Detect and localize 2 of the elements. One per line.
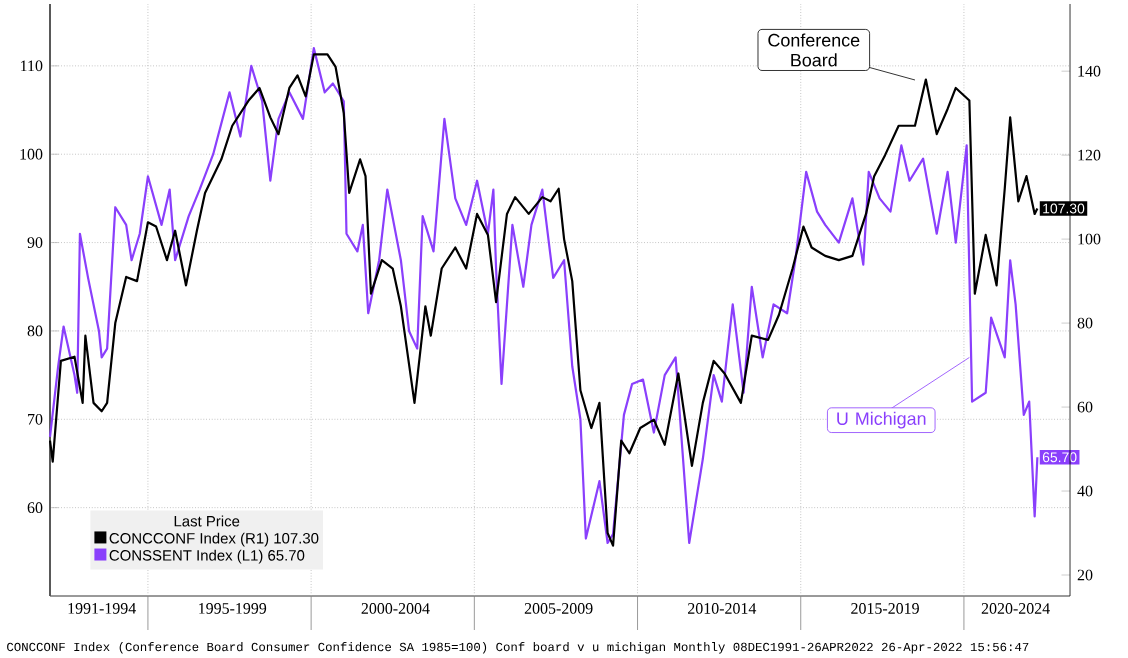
annotation: U Michigan — [837, 411, 926, 429]
annotation: Conference Board — [768, 33, 860, 67]
